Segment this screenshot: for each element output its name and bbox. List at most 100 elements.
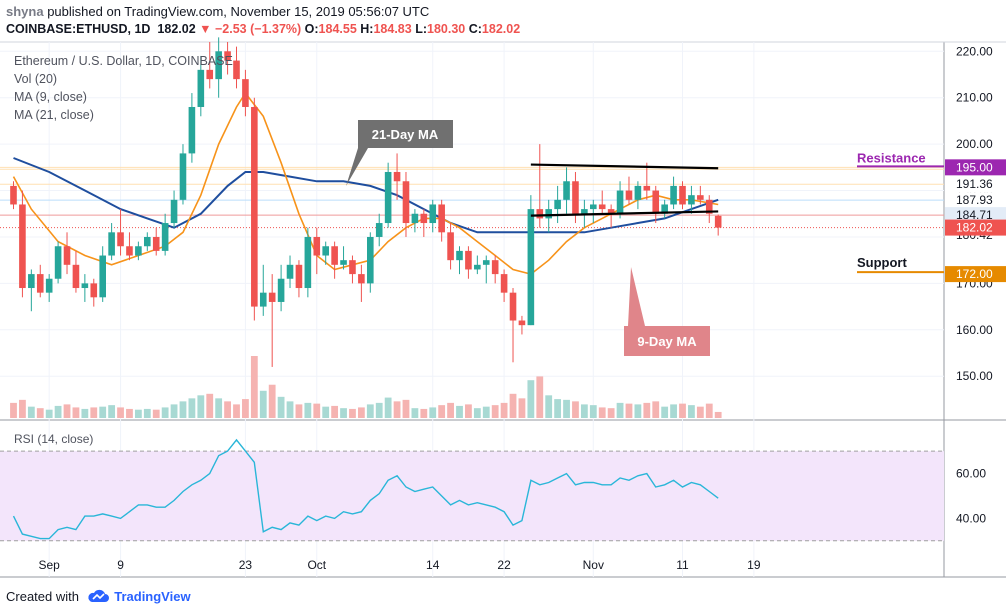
- candle-down: [536, 144, 544, 228]
- candle-down: [491, 255, 499, 284]
- ohlc-line: COINBASE:ETHUSD, 1D 182.02 ▼ −2.53 (−1.3…: [6, 22, 520, 36]
- footer-brand[interactable]: TradingView: [114, 589, 191, 604]
- volume-bar: [295, 404, 303, 418]
- candle-up: [411, 209, 419, 233]
- volume-bar: [429, 407, 437, 418]
- volume-bar: [366, 404, 374, 418]
- candle-body: [634, 185, 642, 200]
- candle-body: [340, 260, 347, 265]
- volume-bar: [242, 399, 249, 418]
- time-tick-label: 19: [747, 558, 761, 572]
- candle-down: [349, 255, 356, 284]
- volume-bar: [152, 409, 160, 418]
- volume-bar: [465, 404, 472, 418]
- candle-up: [563, 167, 570, 214]
- candle-body: [429, 204, 437, 224]
- volume-bar: [117, 407, 124, 418]
- price-axis-label: 187.93: [956, 193, 993, 207]
- close-label: C:: [468, 22, 482, 36]
- ma9-callout-bubble: [624, 267, 710, 356]
- volume-bar: [36, 408, 44, 418]
- volume-bar: [349, 408, 356, 418]
- candle-body: [402, 181, 410, 224]
- candle-down: [331, 241, 338, 279]
- legend-ma9[interactable]: MA (9, close): [14, 90, 87, 104]
- candle-body: [72, 264, 80, 289]
- candle-body: [259, 292, 267, 307]
- candle-body: [36, 274, 44, 293]
- candle-body: [349, 260, 356, 275]
- rsi-legend[interactable]: RSI (14, close): [14, 432, 94, 446]
- price-axis-label-bg: [945, 192, 1006, 209]
- change-value: −2.53 (−1.37%): [215, 22, 302, 36]
- candle-up: [170, 190, 178, 228]
- candle-down: [295, 260, 303, 298]
- candle-body: [358, 274, 365, 284]
- time-tick-label: Nov: [583, 558, 604, 572]
- ma21-callout: 21-Day MA: [346, 120, 453, 186]
- candle-up: [474, 255, 481, 275]
- candle-body: [447, 232, 454, 261]
- legend-ma21[interactable]: MA (21, close): [14, 108, 94, 122]
- candle-body: [411, 213, 419, 224]
- resistance-label: Resistance: [857, 150, 926, 165]
- candle-body: [607, 209, 615, 214]
- volume-bar: [705, 403, 713, 418]
- candle-up: [661, 199, 668, 219]
- candle-up: [384, 162, 392, 228]
- candle-body: [661, 204, 668, 214]
- volume-bar: [714, 411, 722, 418]
- candle-down: [500, 269, 508, 302]
- volume-bar: [625, 403, 633, 418]
- volume-bar: [420, 408, 428, 418]
- candle-up: [188, 93, 196, 163]
- rsi-band: [0, 451, 944, 541]
- time-tick-label: Oct: [307, 558, 326, 572]
- volume-bar: [143, 408, 151, 418]
- volume-bar: [304, 402, 312, 418]
- candle-down: [598, 190, 606, 214]
- candle-body: [536, 209, 544, 219]
- candle-up: [688, 185, 695, 214]
- legend-vol[interactable]: Vol (20): [14, 72, 58, 86]
- candle-body: [19, 204, 26, 289]
- candle-body: [697, 195, 704, 200]
- candle-up: [81, 274, 89, 302]
- volume-bar: [411, 408, 419, 418]
- candle-body: [581, 209, 588, 214]
- candle-down: [251, 97, 258, 321]
- ma21-callout-text: 21-Day MA: [372, 127, 439, 142]
- volume-bar: [206, 393, 214, 418]
- volume-bar: [134, 409, 142, 418]
- candle-body: [465, 250, 472, 270]
- volume-bar: [27, 406, 35, 418]
- author-name[interactable]: shyna: [6, 4, 44, 19]
- time-tick-label: Sep: [39, 558, 61, 572]
- candle-body: [161, 223, 169, 251]
- volume-bar: [322, 406, 330, 418]
- candle-body: [224, 51, 231, 61]
- volume-bar: [563, 399, 570, 418]
- volume-bar: [90, 407, 98, 418]
- volume-bar: [179, 401, 187, 418]
- volume-bar: [438, 405, 446, 418]
- candle-up: [375, 213, 383, 247]
- volume-bar: [233, 404, 240, 418]
- volume-bar: [259, 390, 267, 418]
- candle-down: [607, 204, 615, 228]
- volume-bar: [54, 405, 62, 418]
- last-price: 182.02: [157, 22, 196, 36]
- volume-bar: [19, 399, 26, 418]
- symbol-label[interactable]: COINBASE:ETHUSD, 1D: [6, 22, 151, 36]
- high-label: H:: [360, 22, 374, 36]
- change-down-icon: ▼: [199, 22, 212, 36]
- ma9-callout-text: 9-Day MA: [637, 334, 697, 349]
- candle-up: [161, 213, 169, 256]
- price-badge: 182.02: [956, 221, 993, 235]
- candle-body: [679, 185, 686, 205]
- legend-title[interactable]: Ethereum / U.S. Dollar, 1D, COINBASE: [14, 54, 233, 68]
- candle-body: [188, 106, 196, 154]
- candle-down: [117, 209, 124, 256]
- price-axis-label-bg: [945, 176, 1006, 193]
